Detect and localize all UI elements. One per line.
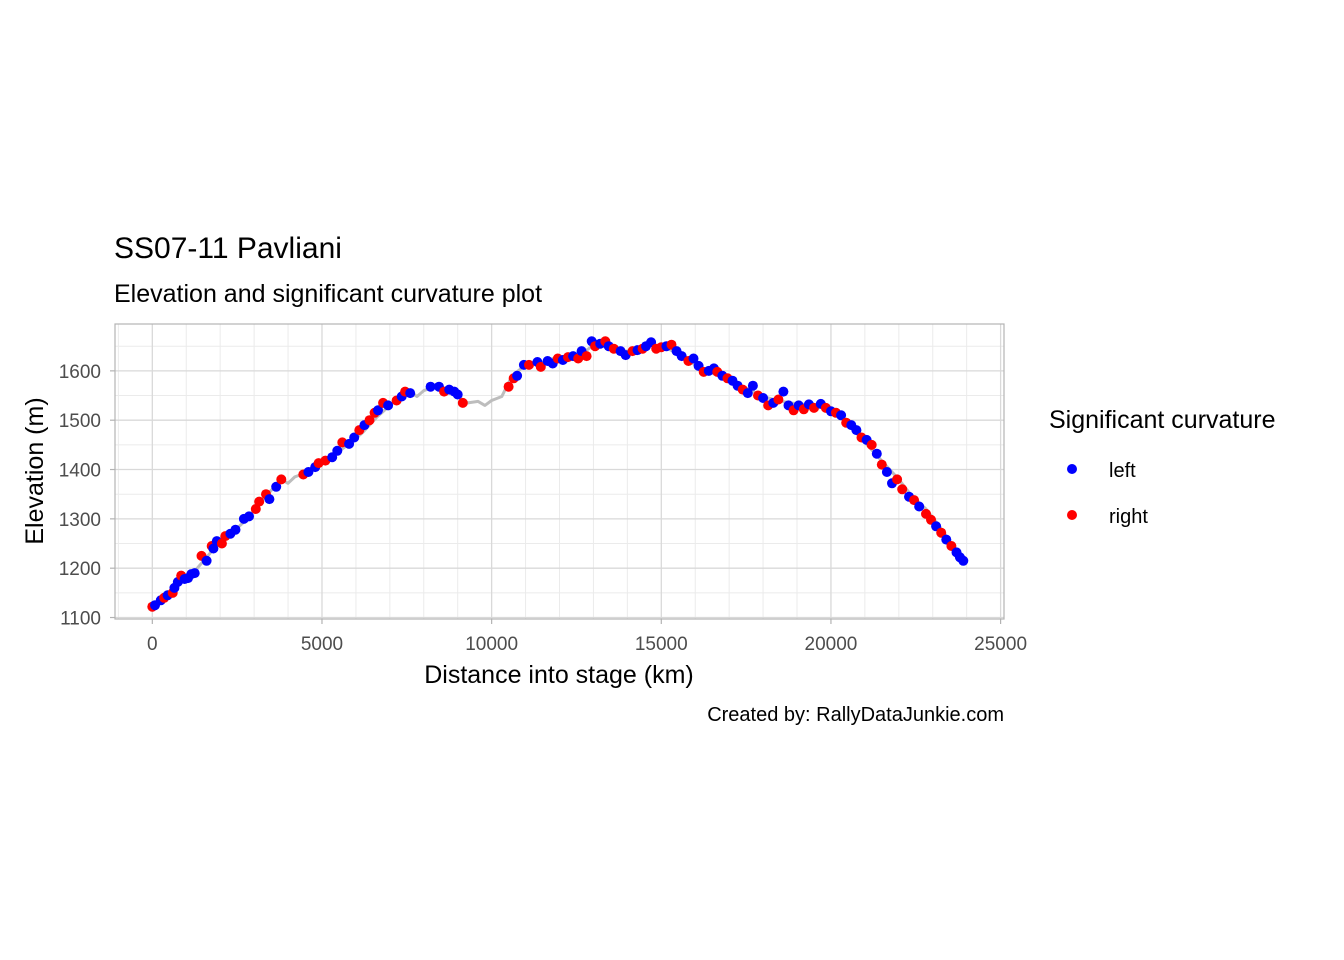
- curvature-point-right: [276, 474, 287, 485]
- curvature-point-left: [373, 405, 383, 416]
- curvature-point-left: [758, 393, 769, 403]
- chart-title: SS07-11 Pavliani: [114, 232, 342, 265]
- grid-major: [115, 324, 1004, 619]
- chart-caption: Created by: RallyDataJunkie.com: [707, 704, 1004, 726]
- curvature-point-left: [836, 410, 847, 421]
- x-tick-label: 5000: [301, 634, 343, 655]
- curvature-point-left: [189, 568, 200, 579]
- curvature-point-right: [581, 351, 592, 362]
- curvature-point-right: [866, 439, 877, 450]
- curvature-point-left: [512, 370, 523, 381]
- y-tick-label: 1100: [60, 609, 101, 630]
- curvature-point-right: [524, 359, 534, 370]
- curvature-point-left: [778, 386, 789, 397]
- curvature-points: [147, 336, 969, 612]
- curvature-point-left: [405, 388, 416, 399]
- curvature-point-left: [332, 445, 343, 456]
- plot-panel-border: [114, 323, 1005, 620]
- curvature-point-right: [457, 397, 468, 408]
- legend-swatch-left: [1067, 464, 1077, 474]
- legend-swatch-right: [1067, 510, 1077, 520]
- curvature-point-left: [871, 448, 882, 459]
- curvature-point-left: [851, 425, 862, 436]
- curvature-point-right: [936, 527, 947, 538]
- x-tick-label: 10000: [465, 634, 518, 655]
- legend-label-left: left: [1109, 460, 1136, 482]
- x-tick-label: 25000: [974, 634, 1027, 655]
- curvature-point-right: [892, 474, 903, 485]
- x-tick-label: 0: [147, 634, 158, 655]
- y-tick-label: 1200: [59, 559, 101, 580]
- y-tick-label: 1400: [59, 461, 101, 482]
- x-axis-label: Distance into stage (km): [424, 661, 694, 689]
- curvature-point-left: [958, 555, 969, 566]
- curvature-point-left: [747, 380, 758, 391]
- curvature-point-left: [881, 467, 892, 477]
- curvature-point-right: [535, 361, 546, 372]
- chart-subtitle: Elevation and significant curvature plot: [114, 280, 542, 308]
- y-tick-label: 1300: [59, 510, 101, 531]
- curvature-point-right: [503, 381, 514, 392]
- curvature-point-left: [425, 381, 436, 392]
- legend: Significant curvature left right: [1049, 406, 1276, 528]
- curvature-point-left: [230, 524, 241, 535]
- curvature-point-left: [244, 511, 254, 522]
- x-axis-ticks: 0 5000 10000 15000 20000 25000: [147, 619, 1027, 655]
- curvature-point-right: [364, 415, 375, 426]
- x-tick-label: 15000: [635, 634, 688, 655]
- legend-label-right: right: [1109, 506, 1148, 528]
- legend-title: Significant curvature: [1049, 406, 1276, 434]
- y-axis-label: Elevation (m): [21, 397, 49, 544]
- grid-minor: [115, 324, 1004, 619]
- curvature-point-right: [773, 394, 784, 405]
- curvature-point-left: [264, 494, 275, 505]
- y-tick-label: 1500: [59, 411, 101, 432]
- y-tick-label: 1600: [59, 362, 101, 383]
- curvature-point-right: [876, 459, 887, 470]
- curvature-point-left: [742, 388, 753, 399]
- curvature-point-left: [452, 389, 463, 400]
- curvature-point-left: [349, 432, 360, 443]
- x-tick-label: 20000: [805, 634, 858, 655]
- curvature-point-left: [271, 481, 282, 492]
- elevation-profile-line: [151, 343, 965, 608]
- curvature-point-right: [897, 484, 908, 495]
- curvature-point-left: [201, 555, 212, 566]
- curvature-point-left: [914, 501, 925, 512]
- curvature-point-left: [688, 353, 699, 364]
- y-axis-ticks: 1100 1200 1300 1400 1500 1600: [59, 362, 115, 630]
- curvature-point-right: [254, 496, 265, 507]
- curvature-point-left: [383, 400, 394, 411]
